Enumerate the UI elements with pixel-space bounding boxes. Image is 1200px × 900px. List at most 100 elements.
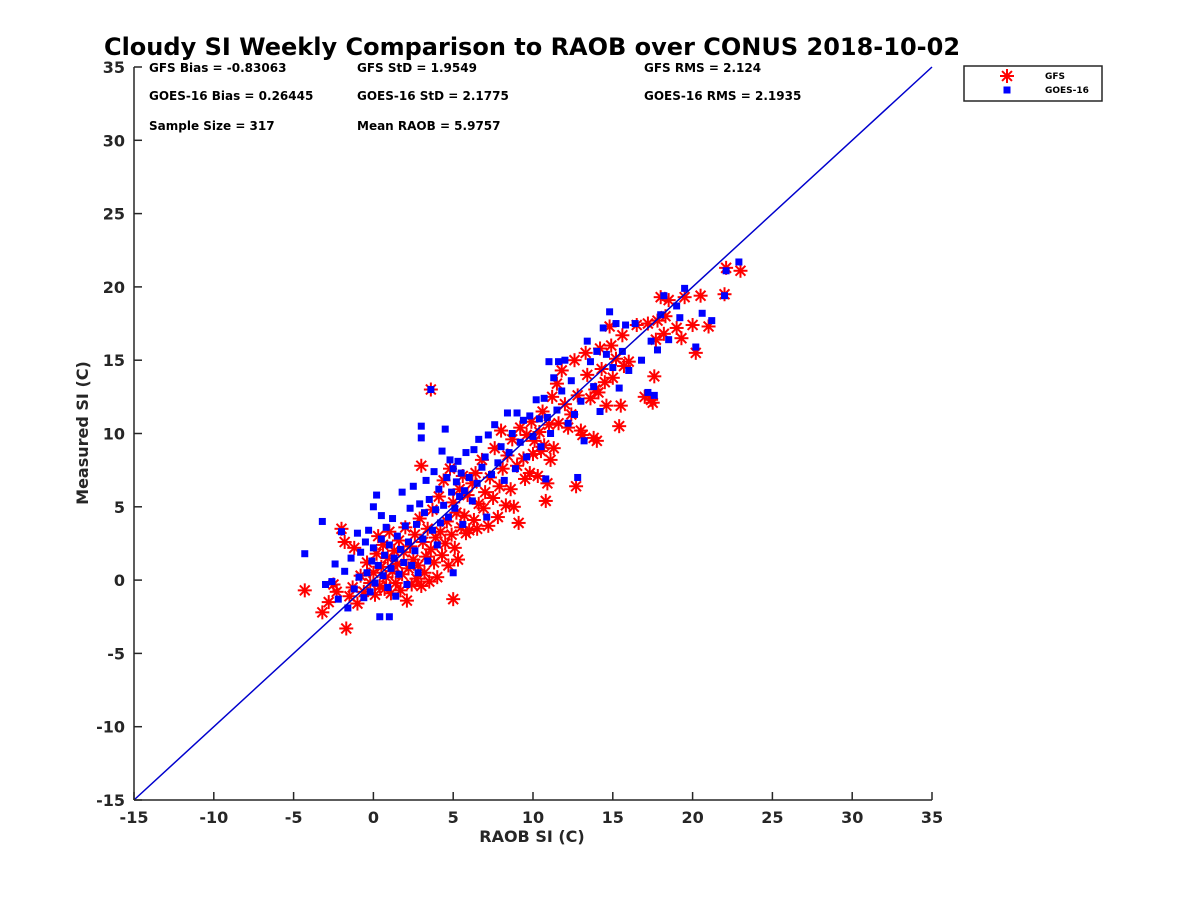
data-point-gfs: [435, 548, 450, 563]
data-point-goes-16: [478, 463, 486, 471]
y-tick-label: 30: [103, 131, 125, 150]
x-tick-label: 25: [761, 808, 783, 827]
data-point-gfs: [321, 595, 336, 610]
y-axis-title: Measured SI (C): [73, 361, 92, 505]
data-point-goes-16: [596, 408, 604, 416]
data-point-goes-16: [360, 594, 368, 602]
data-point-goes-16: [564, 419, 572, 427]
y-tick-label: 10: [103, 425, 125, 444]
data-point-goes-16: [353, 529, 361, 537]
data-point-goes-16: [363, 569, 371, 577]
data-point-goes-16: [692, 343, 700, 351]
data-point-goes-16: [425, 495, 433, 503]
stat-gfs-rms: GFS RMS = 2.124: [644, 61, 761, 75]
data-point-goes-16: [491, 421, 499, 429]
x-tick-label: 30: [841, 808, 863, 827]
y-tick-label: -5: [107, 644, 125, 663]
data-point-gfs: [447, 540, 462, 555]
data-point-goes-16: [385, 613, 393, 621]
data-point-gfs: [506, 499, 521, 514]
data-point-goes-16: [435, 485, 443, 493]
data-point-gfs: [441, 558, 456, 573]
data-point-goes-16: [708, 317, 716, 325]
data-point-gfs: [621, 354, 636, 369]
data-point-goes-16: [543, 413, 551, 421]
data-point-goes-16: [408, 561, 416, 569]
data-point-goes-16: [516, 438, 524, 446]
data-point-goes-16: [341, 567, 349, 575]
y-tick-label: 25: [103, 205, 125, 224]
data-point-goes-16: [449, 465, 457, 473]
data-point-gfs: [597, 375, 612, 390]
data-point-goes-16: [644, 388, 652, 396]
data-point-goes-16: [355, 573, 363, 581]
data-point-gfs: [478, 485, 493, 500]
x-tick-label: -5: [285, 808, 303, 827]
data-point-goes-16: [448, 488, 456, 496]
data-point-gfs: [669, 320, 684, 335]
data-point-gfs: [350, 596, 365, 611]
stat-goes-std: GOES-16 StD = 2.1775: [357, 89, 509, 103]
data-point-gfs: [399, 593, 414, 608]
data-point-goes-16: [612, 320, 620, 328]
data-point-goes-16: [451, 504, 459, 512]
data-point-gfs: [677, 290, 692, 305]
data-point-goes-16: [430, 468, 438, 476]
data-point-goes-16: [438, 447, 446, 455]
x-tick-label: 35: [921, 808, 943, 827]
data-point-gfs: [481, 518, 496, 533]
data-point-goes-16: [350, 585, 358, 593]
data-point-goes-16: [452, 478, 460, 486]
data-point-goes-16: [676, 314, 684, 322]
data-point-gfs: [444, 527, 459, 542]
legend-box: [963, 65, 1103, 102]
data-point-goes-16: [440, 501, 448, 509]
data-point-gfs: [554, 363, 569, 378]
stats-block: GFS Bias = -0.83063 GFS StD = 1.9549 GFS…: [149, 61, 801, 133]
data-point-goes-16: [535, 415, 543, 423]
x-tick-label: -10: [199, 808, 228, 827]
data-point-goes-16: [365, 526, 373, 534]
data-point-goes-16: [395, 570, 403, 578]
legend: GFS GOES-16: [963, 65, 1103, 102]
data-point-goes-16: [593, 347, 601, 355]
data-point-goes-16: [444, 513, 452, 521]
data-point-goes-16: [422, 476, 430, 484]
data-point-goes-16: [475, 435, 483, 443]
data-point-goes-16: [553, 406, 561, 414]
data-point-goes-16: [424, 557, 432, 565]
data-point-goes-16: [631, 320, 639, 328]
data-point-goes-16: [412, 520, 420, 528]
data-point-goes-16: [483, 513, 491, 521]
data-point-gfs: [594, 361, 609, 376]
data-point-gfs: [733, 263, 748, 278]
stat-gfs-bias: GFS Bias = -0.83063: [149, 61, 286, 75]
data-point-goes-16: [484, 431, 492, 439]
y-tick-label: 15: [103, 351, 125, 370]
data-point-goes-16: [526, 412, 534, 420]
data-point-goes-16: [580, 437, 588, 445]
data-point-goes-16: [622, 321, 630, 329]
data-point-goes-16: [465, 473, 473, 481]
data-point-goes-16: [419, 535, 427, 543]
data-point-goes-16: [545, 358, 553, 366]
data-point-gfs: [543, 452, 558, 467]
data-point-goes-16: [513, 409, 521, 417]
data-point-goes-16: [384, 583, 392, 591]
data-point-gfs: [414, 458, 429, 473]
data-point-goes-16: [570, 410, 578, 418]
data-point-goes-16: [322, 580, 330, 588]
data-point-goes-16: [417, 434, 425, 442]
data-point-gfs: [613, 398, 628, 413]
data-point-goes-16: [523, 453, 531, 461]
data-point-gfs: [567, 353, 582, 368]
data-point-goes-16: [558, 387, 566, 395]
data-point-gfs: [538, 493, 553, 508]
data-point-goes-16: [519, 416, 527, 424]
data-point-goes-16: [368, 557, 376, 565]
data-point-goes-16: [389, 515, 397, 523]
data-point-goes-16: [468, 497, 476, 505]
one-to-one-reference-line: [133, 66, 933, 801]
data-point-goes-16: [488, 471, 496, 479]
